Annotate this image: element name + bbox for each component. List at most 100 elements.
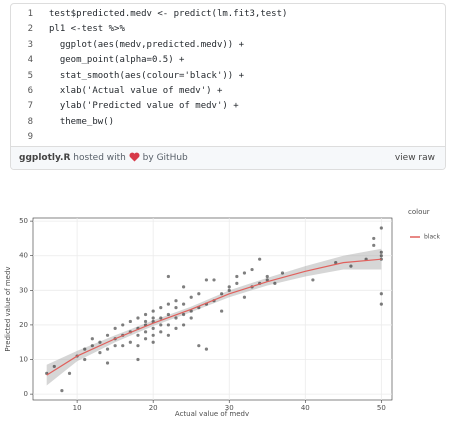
gist: 1 test$predicted.medv <- predict(lm.fit3,…	[10, 3, 446, 170]
point	[143, 330, 148, 334]
point	[105, 361, 110, 365]
point	[204, 347, 209, 351]
point	[181, 323, 186, 327]
y-tick-label: 10	[19, 356, 28, 364]
point	[166, 312, 170, 317]
point	[181, 312, 186, 317]
point	[166, 333, 170, 337]
code-text: xlab('Actual value of medv') +	[49, 85, 223, 96]
point	[67, 371, 72, 375]
code-line: 1 test$predicted.medv <- predict(lm.fit3,…	[11, 7, 445, 22]
point	[242, 295, 247, 299]
point	[235, 274, 239, 279]
y-tick-label: 20	[19, 321, 28, 329]
line-number: 4	[27, 55, 33, 66]
line-number: 3	[27, 39, 33, 50]
code-line: 7 ylab('Predicted value of medv') +	[11, 99, 445, 114]
code-text: stat_smooth(aes(colour='black')) +	[49, 70, 245, 81]
point	[379, 226, 383, 230]
code-line: 5 stat_smooth(aes(colour='black')) +	[11, 69, 445, 84]
point	[136, 344, 140, 348]
x-tick-label: 50	[377, 404, 386, 412]
point	[52, 364, 56, 369]
point	[159, 316, 163, 320]
view-raw[interactable]: view raw	[394, 153, 435, 163]
point	[151, 309, 155, 313]
point	[204, 278, 209, 282]
point	[113, 326, 117, 330]
point	[159, 330, 163, 334]
point	[242, 271, 247, 275]
github-link[interactable]: GitHub	[156, 153, 188, 163]
legend-title: colour	[408, 208, 430, 216]
point	[143, 337, 148, 341]
point	[151, 340, 155, 344]
line-number: 9	[27, 132, 33, 143]
point	[372, 243, 376, 247]
point	[311, 278, 315, 282]
point	[212, 278, 216, 282]
heart-icon	[129, 152, 140, 162]
point	[258, 257, 262, 261]
point	[143, 312, 148, 317]
legend-label: black	[424, 234, 440, 241]
point	[372, 236, 376, 241]
code-text: pl1 <-test %>%	[49, 24, 125, 35]
smooth-line	[46, 258, 382, 376]
file-link[interactable]: ggplotly.R	[19, 153, 71, 163]
code-line: 9	[11, 130, 445, 145]
code-text: theme_bw()	[49, 116, 115, 127]
x-tick-label: 30	[225, 404, 234, 412]
point	[379, 254, 383, 258]
point	[197, 344, 201, 348]
point	[90, 344, 94, 348]
point	[197, 292, 201, 296]
x-tick-label: 40	[301, 404, 310, 412]
point	[105, 347, 110, 351]
line-number: 7	[27, 101, 33, 112]
code-text: ylab('Predicted value of medv') +	[49, 101, 239, 112]
point	[250, 267, 254, 272]
y-tick-label: 50	[19, 217, 28, 225]
point	[166, 274, 170, 279]
code-text: geom_point(alpha=0.5) +	[49, 55, 185, 66]
point	[189, 309, 193, 313]
point	[121, 323, 125, 327]
point	[83, 357, 87, 362]
point	[159, 306, 163, 310]
point	[174, 316, 178, 320]
code-line: 3 ggplot(aes(medv,predicted.medv)) +	[11, 38, 445, 53]
point	[273, 281, 277, 285]
point	[189, 295, 193, 299]
point	[181, 285, 186, 289]
point	[334, 261, 338, 265]
code-line: 2 pl1 <-test %>%	[11, 22, 445, 37]
point	[121, 344, 125, 348]
point	[105, 333, 110, 337]
hosted-text: hosted with	[73, 153, 126, 163]
point	[136, 333, 140, 337]
code-line: 4 geom_point(alpha=0.5) +	[11, 53, 445, 68]
point	[349, 264, 353, 268]
point	[379, 292, 383, 296]
point	[151, 326, 155, 330]
point	[136, 357, 140, 362]
point	[174, 299, 178, 303]
line-number: 2	[27, 24, 33, 35]
point	[227, 288, 231, 292]
point	[166, 323, 170, 327]
y-tick-label: 30	[19, 286, 28, 294]
point	[280, 271, 285, 275]
y-tick-label: 0	[24, 390, 28, 398]
gist-footer: ggplotly.R hosted with by GitHub view ra…	[11, 146, 445, 169]
line-number: 1	[27, 9, 33, 19]
point	[220, 309, 224, 313]
line-number: 6	[27, 85, 33, 96]
point	[60, 389, 64, 393]
point	[220, 292, 224, 296]
point	[379, 250, 383, 254]
point	[159, 323, 163, 327]
point	[265, 274, 269, 279]
y-tick-label: 40	[19, 252, 28, 260]
